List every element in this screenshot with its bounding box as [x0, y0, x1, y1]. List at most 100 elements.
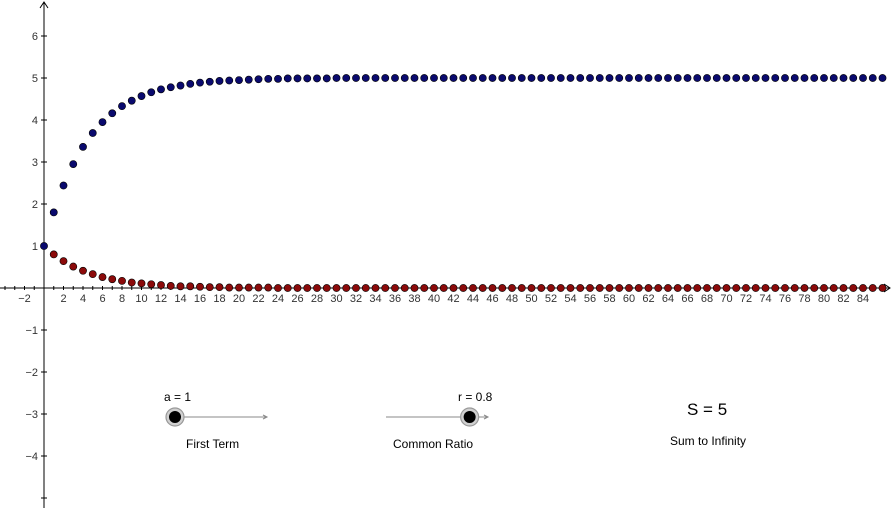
- common-ratio-caption: Common Ratio: [393, 437, 474, 451]
- term-point: [283, 284, 292, 292]
- x-tick-label: 68: [701, 293, 713, 305]
- partial-sum-point: [59, 181, 68, 190]
- term-point: [303, 284, 312, 292]
- x-tick-label: 24: [272, 293, 284, 305]
- partial-sum-point: [137, 92, 146, 100]
- partial-sum-point: [313, 74, 321, 83]
- partial-sum-point: [420, 74, 429, 82]
- y-tick-label: 2: [32, 199, 38, 211]
- first-term-value-label: a = 1: [164, 390, 192, 404]
- x-tick-label: 6: [99, 293, 105, 305]
- first-term-slider-knob[interactable]: [169, 411, 181, 423]
- x-tick-label: 40: [428, 293, 440, 305]
- term-point: [751, 284, 760, 292]
- y-tick-label: −2: [25, 367, 38, 379]
- term-point: [69, 262, 78, 271]
- partial-sum-point: [859, 74, 867, 82]
- term-point: [49, 250, 58, 259]
- x-tick-label: 46: [486, 293, 498, 305]
- partial-sum-point: [556, 74, 565, 82]
- partial-sum-point: [498, 74, 507, 82]
- partial-sum-point: [683, 74, 692, 82]
- partial-sum-point: [751, 74, 760, 82]
- term-point: [517, 284, 526, 292]
- common-ratio-slider[interactable]: [386, 407, 490, 427]
- term-point: [693, 284, 702, 292]
- partial-sum-point: [274, 74, 282, 83]
- partial-sum-point: [293, 74, 302, 83]
- partial-sum-point: [254, 75, 263, 84]
- term-point: [488, 284, 497, 292]
- x-tick-label: 12: [155, 293, 167, 305]
- partial-sum-point: [118, 102, 126, 111]
- partial-sum-point: [205, 77, 214, 86]
- x-tick-label: 78: [798, 293, 810, 305]
- partial-sum-point: [820, 74, 828, 82]
- term-point: [147, 280, 156, 289]
- term-point: [800, 284, 809, 292]
- partial-sum-point: [176, 81, 185, 90]
- term-point: [859, 284, 867, 292]
- term-point: [771, 284, 780, 292]
- term-point: [683, 284, 692, 292]
- x-tick-label: 74: [759, 293, 771, 305]
- term-point: [371, 284, 380, 292]
- term-point: [235, 283, 243, 292]
- term-point: [420, 284, 429, 292]
- partial-sum-point: [79, 142, 87, 151]
- y-tick-label: −4: [25, 451, 38, 463]
- partial-sum-point: [790, 74, 799, 82]
- term-point: [391, 284, 399, 292]
- partial-sum-point: [693, 74, 702, 82]
- term-point: [430, 284, 438, 292]
- term-point: [878, 284, 887, 292]
- term-point: [410, 284, 419, 292]
- x-tick-label: 56: [584, 293, 596, 305]
- partial-sum-point: [430, 74, 438, 82]
- partial-sum-point: [322, 74, 331, 83]
- term-point: [839, 284, 848, 292]
- partial-sum-point: [771, 74, 780, 82]
- x-tick-label: 42: [447, 293, 459, 305]
- term-point: [810, 284, 819, 292]
- term-point: [381, 284, 390, 292]
- term-point: [576, 284, 585, 292]
- common-ratio-slider-knob[interactable]: [463, 411, 476, 423]
- x-tick-label: 66: [681, 293, 693, 305]
- term-point: [634, 284, 643, 292]
- term-point: [88, 270, 97, 279]
- term-point: [244, 283, 253, 292]
- x-tick-label: 58: [603, 293, 615, 305]
- term-point: [556, 284, 565, 292]
- term-point: [254, 283, 263, 292]
- partial-sum-point: [605, 74, 614, 82]
- term-point: [215, 283, 224, 292]
- partial-sum-point: [781, 74, 789, 82]
- term-point: [664, 284, 672, 292]
- first-term-slider[interactable]: [165, 407, 269, 427]
- x-tick-label: 82: [837, 293, 849, 305]
- term-point: [625, 284, 633, 292]
- partial-sum-point: [839, 74, 848, 82]
- partial-sum-point: [215, 77, 224, 85]
- term-point: [449, 284, 458, 292]
- y-tick-label: 3: [32, 157, 38, 169]
- partial-sum-point: [371, 74, 380, 82]
- y-axis-arrow: [39, 1, 49, 9]
- partial-sum-point: [634, 74, 643, 82]
- term-point: [313, 284, 321, 292]
- partial-sum-point: [88, 129, 97, 137]
- sum-caption: Sum to Infinity: [670, 434, 747, 448]
- partial-sum-point: [244, 75, 253, 84]
- term-point: [176, 282, 185, 291]
- term-point: [469, 284, 477, 292]
- x-tick-label: 76: [779, 293, 791, 305]
- term-point: [732, 284, 741, 292]
- partial-sum-point: [478, 74, 487, 82]
- x-tick-label: 60: [623, 293, 635, 305]
- ticks: −2 2 4 6 8 10 12 14 16 18 20 22 24 26 28 30 32 34 36 38 40 42…: [4, 31, 883, 499]
- partial-sum-point: [810, 74, 819, 82]
- term-point: [186, 282, 195, 291]
- term-point: [459, 284, 468, 292]
- y-tick-label: −1: [25, 325, 38, 337]
